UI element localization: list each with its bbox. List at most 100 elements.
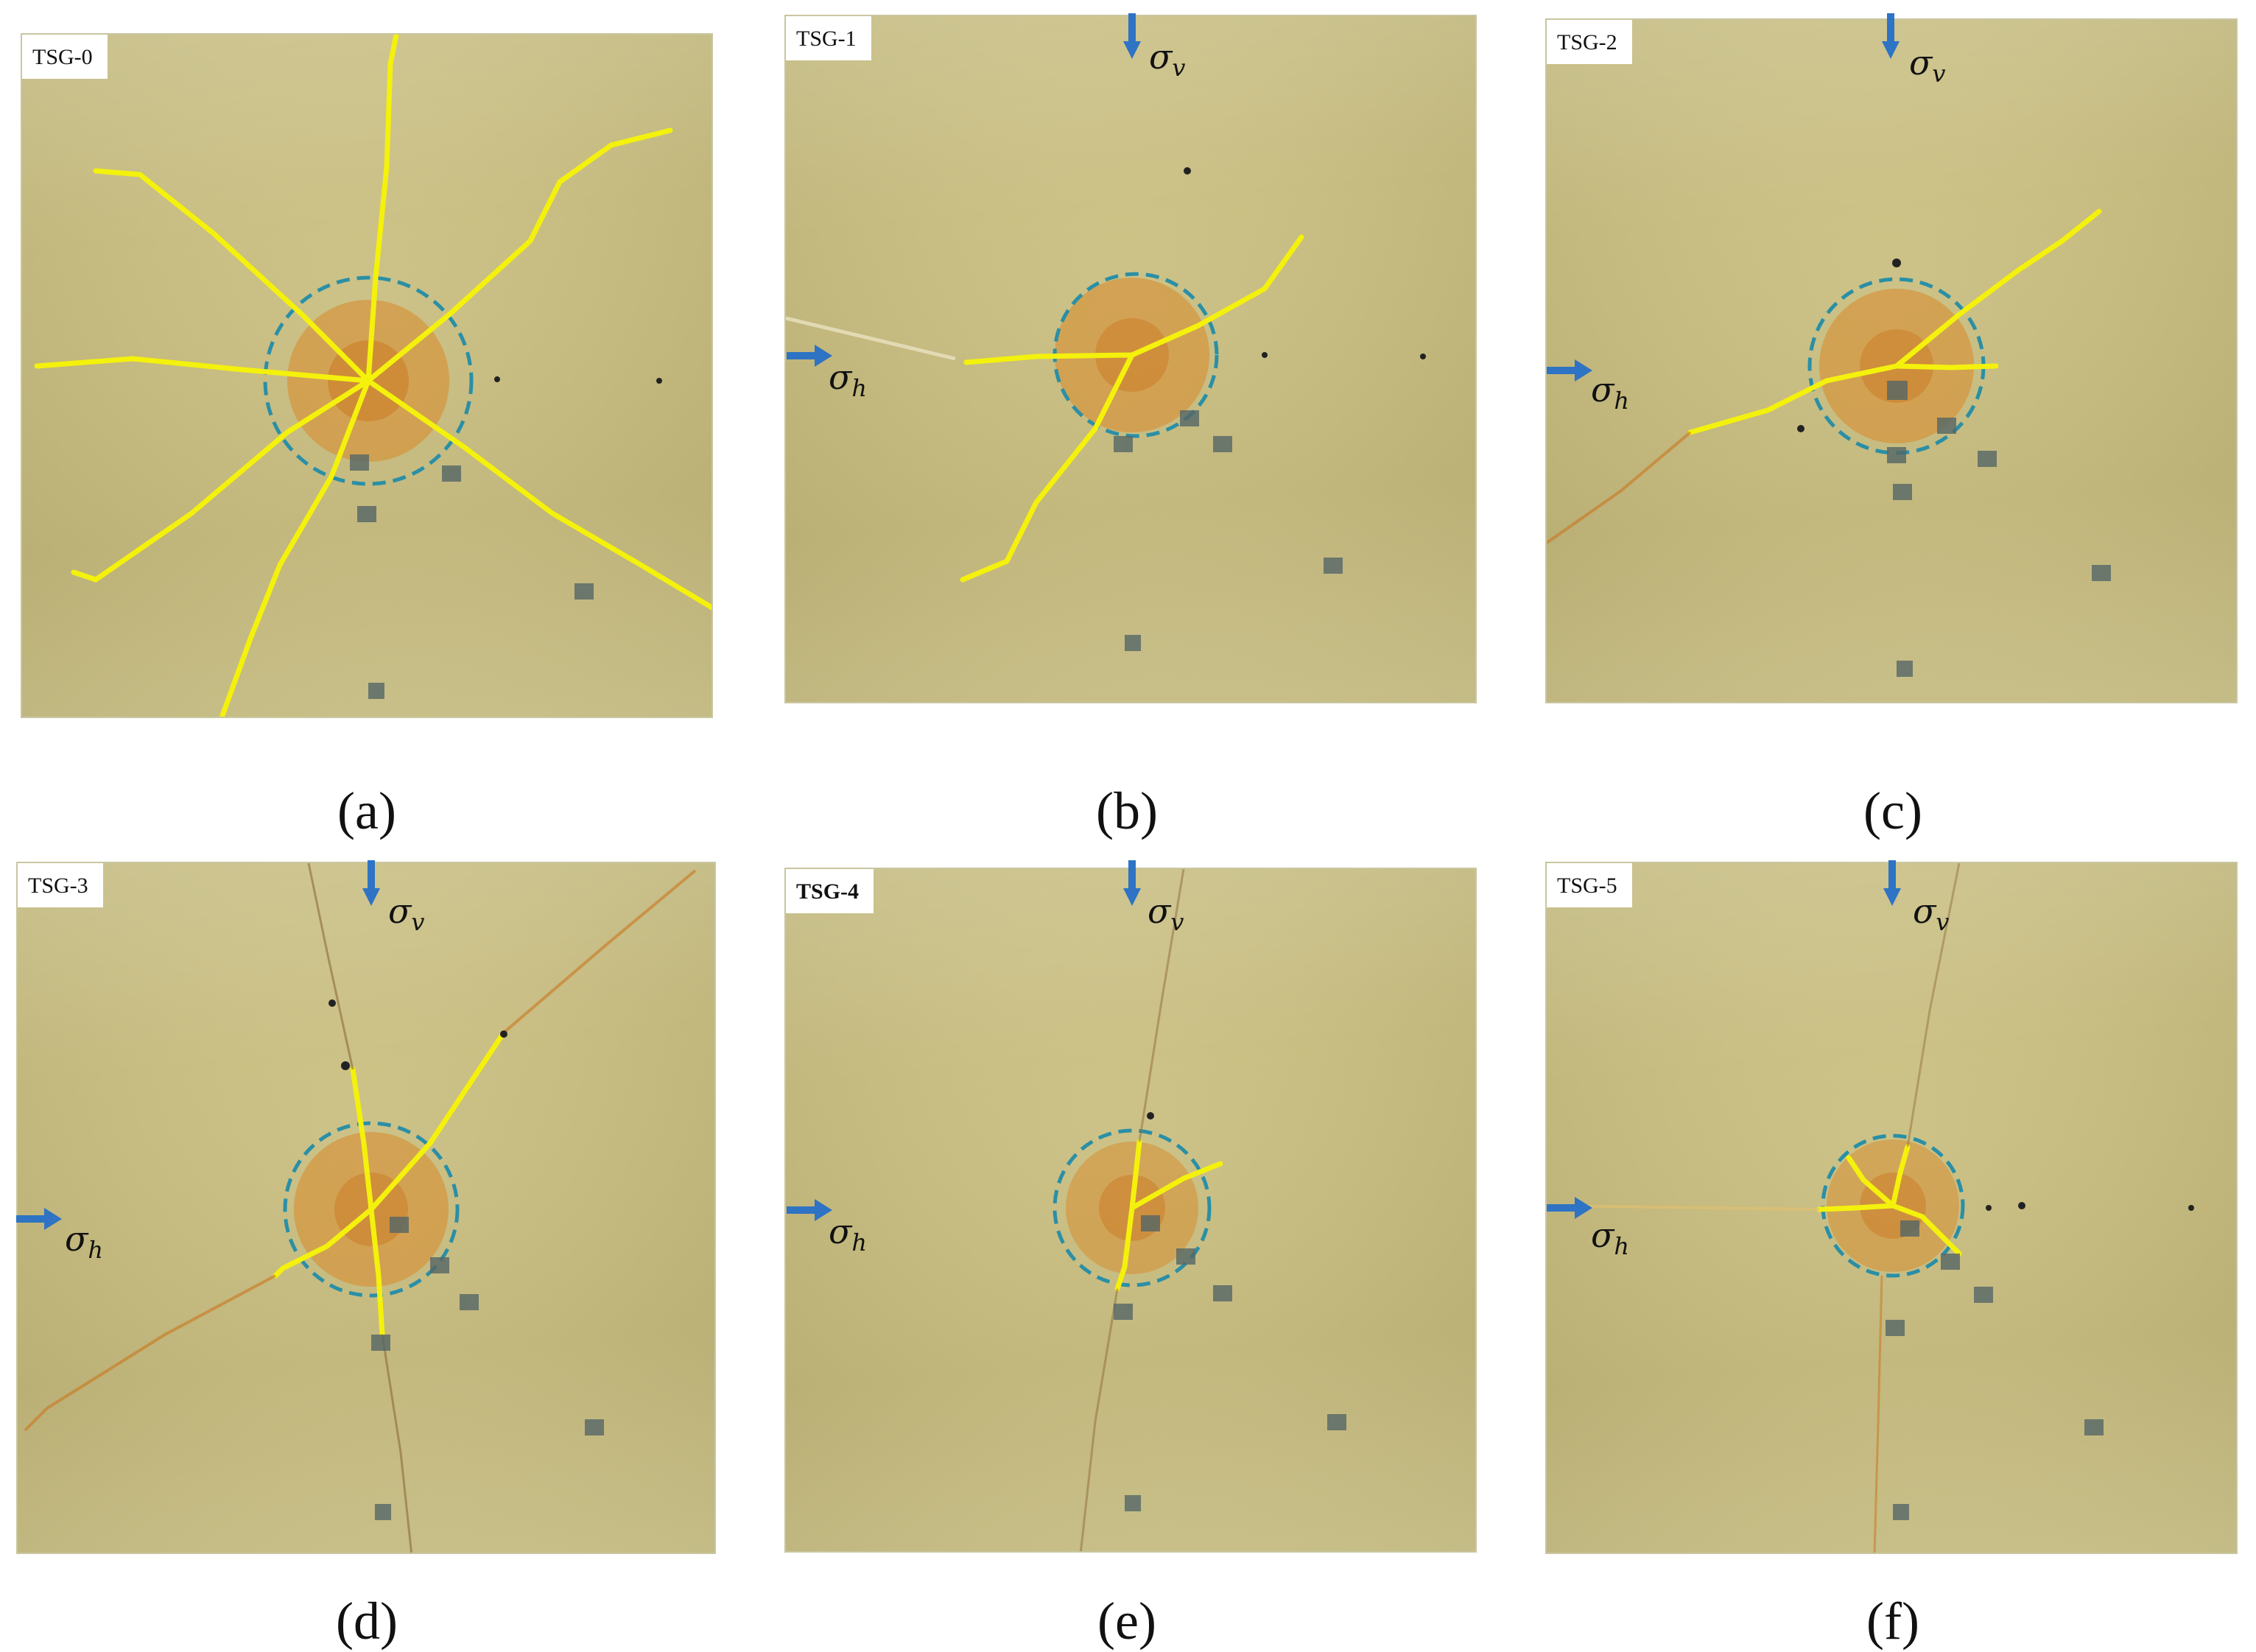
marker-dot xyxy=(1420,354,1426,359)
vertical-stress-arrow xyxy=(1882,13,1900,59)
crack-path xyxy=(960,352,1135,583)
sensor xyxy=(585,1419,604,1435)
crack-path xyxy=(1687,363,1900,435)
sensor xyxy=(1141,1215,1160,1231)
horizontal-stress-arrow xyxy=(787,1199,832,1221)
photo-panel-c: TSG-2 xyxy=(1545,18,2238,703)
sigma-h-label: σh xyxy=(829,1212,868,1256)
sensor xyxy=(1180,410,1199,426)
fracture-trace xyxy=(381,1334,413,1553)
fracture-trace xyxy=(1873,1275,1883,1553)
sensor xyxy=(1978,451,1997,467)
marker-dot xyxy=(2018,1202,2025,1209)
sigma-v-label: σv xyxy=(1149,37,1186,82)
sensor xyxy=(1125,635,1141,651)
sensor xyxy=(2092,565,2111,581)
fracture-trace xyxy=(307,863,354,1070)
sensor xyxy=(350,454,369,471)
crack-path xyxy=(1114,1205,1135,1292)
photo-panel-d: TSG-3 xyxy=(16,862,716,1554)
sigma-h-label: σh xyxy=(1591,370,1630,415)
sensor xyxy=(430,1257,449,1273)
crack-path xyxy=(93,168,371,384)
damage-zone-circle xyxy=(1053,1128,1212,1287)
sensor xyxy=(1114,436,1133,452)
sensor xyxy=(2084,1419,2104,1435)
sensor xyxy=(1887,381,1908,400)
marker-dot xyxy=(328,999,336,1007)
sensor xyxy=(1897,661,1913,677)
crack-overlay-e xyxy=(1053,869,1346,1551)
crack-path xyxy=(1890,1203,1962,1256)
sensor xyxy=(368,683,384,699)
crack-overlay-b xyxy=(786,167,1426,651)
caption-a: (a) xyxy=(337,781,396,840)
crack-path xyxy=(350,1066,374,1212)
marker-dot xyxy=(656,378,662,384)
crack-path xyxy=(273,1206,374,1279)
sensor xyxy=(357,506,376,522)
specimen-tag: TSG-3 xyxy=(18,863,103,907)
sigma-v-label: σv xyxy=(1909,43,1946,88)
fracture-trace xyxy=(1138,869,1185,1142)
sensor xyxy=(1893,484,1912,500)
crack-path xyxy=(963,352,1135,365)
marker-dot xyxy=(341,1061,350,1070)
damage-zone-circle xyxy=(1821,1133,1965,1278)
crack-path xyxy=(365,127,673,384)
fracture-trace xyxy=(24,1274,276,1432)
caption-d: (d) xyxy=(336,1592,398,1651)
crack-path xyxy=(368,1030,507,1212)
sigma-h-label: σh xyxy=(829,357,868,402)
fracture-trace xyxy=(1906,863,1961,1147)
vertical-stress-arrow xyxy=(1123,860,1141,906)
sensor xyxy=(1324,558,1343,574)
sensor xyxy=(1213,1285,1232,1301)
horizontal-stress-arrow xyxy=(1547,1197,1592,1219)
damage-zone-circle xyxy=(283,1121,460,1298)
sensor xyxy=(1125,1495,1141,1511)
crack-path xyxy=(219,378,371,717)
sensor xyxy=(371,1335,390,1351)
sensor xyxy=(442,465,461,482)
crack-path xyxy=(365,35,399,384)
crack-path xyxy=(34,356,371,384)
sensor xyxy=(375,1504,391,1520)
marker-dot xyxy=(1262,352,1268,358)
crack-path xyxy=(1816,1203,1896,1212)
sensor xyxy=(574,583,594,600)
sensor xyxy=(1937,418,1956,434)
photo-panel-a: TSG-0 xyxy=(21,33,713,718)
marker-dot xyxy=(2188,1205,2194,1211)
photo-panel-b: TSG-1 xyxy=(784,15,1477,703)
sensor xyxy=(1974,1287,1993,1303)
marker-dot xyxy=(1892,259,1901,267)
crack-path xyxy=(71,378,371,583)
sensor xyxy=(1893,1504,1909,1520)
sigma-v-label: σv xyxy=(1148,891,1184,936)
specimen-tag: TSG-4 xyxy=(786,869,874,913)
photo-panel-e: TSG-4 xyxy=(784,868,1477,1553)
caption-e: (e) xyxy=(1097,1592,1156,1651)
crack-path xyxy=(1894,208,2102,369)
horizontal-stress-arrow xyxy=(16,1208,62,1230)
sensor xyxy=(1900,1220,1919,1237)
fracture-trace xyxy=(1547,431,1692,544)
photo-panel-f: TSG-5 xyxy=(1545,862,2238,1554)
crack-path xyxy=(1894,363,1999,370)
crack-path xyxy=(1129,1161,1223,1211)
sigma-v-label: σv xyxy=(388,891,425,936)
specimen-tag: TSG-2 xyxy=(1547,20,1632,64)
marker-dot xyxy=(1147,1112,1154,1120)
damage-zone-circle xyxy=(263,275,474,486)
crack-path xyxy=(1129,234,1304,358)
fracture-trace xyxy=(1079,1288,1119,1551)
sensor xyxy=(1887,447,1906,463)
sensor xyxy=(1213,436,1232,452)
specimen-tag: TSG-0 xyxy=(22,35,108,79)
vertical-stress-arrow xyxy=(1123,13,1141,59)
sensor xyxy=(1941,1254,1960,1270)
fracture-trace xyxy=(502,869,697,1034)
caption-c: (c) xyxy=(1863,781,1922,840)
crack-path xyxy=(1129,1139,1142,1211)
